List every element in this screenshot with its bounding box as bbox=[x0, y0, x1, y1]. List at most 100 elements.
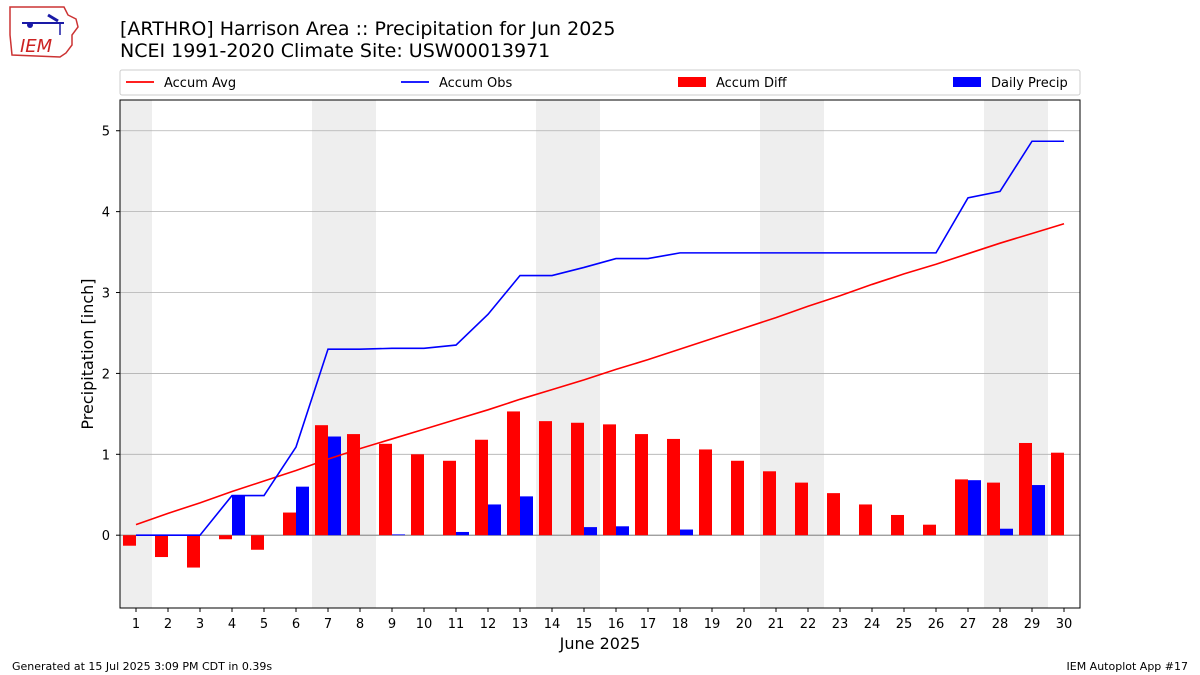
x-tick-label: 3 bbox=[196, 617, 204, 632]
x-tick-label: 11 bbox=[448, 617, 465, 632]
legend: Accum Avg Accum Obs Accum Diff Daily Precip bbox=[119, 69, 1081, 96]
x-tick-label: 17 bbox=[640, 617, 657, 632]
daily-precip-bar bbox=[680, 529, 693, 536]
x-tick-label: 19 bbox=[704, 617, 721, 632]
x-axis-label: June 2025 bbox=[559, 634, 641, 653]
accum-diff-bar bbox=[539, 421, 552, 536]
plot-frame bbox=[119, 99, 1081, 609]
accum-diff-bar bbox=[411, 454, 424, 536]
accum-diff-bar bbox=[315, 425, 328, 536]
accum-diff-bar bbox=[1051, 452, 1064, 536]
accum-diff-bar bbox=[251, 535, 264, 550]
accum-diff-bar bbox=[507, 411, 520, 536]
y-tick-label: 5 bbox=[102, 125, 110, 140]
weekend-shading bbox=[120, 100, 1048, 608]
accum-obs-line bbox=[136, 140, 1064, 536]
legend-swatch bbox=[953, 77, 981, 87]
x-tick-label: 2 bbox=[164, 617, 172, 632]
legend-label: Accum Obs bbox=[439, 76, 512, 91]
accum-diff-bar bbox=[763, 471, 776, 536]
x-tick-label: 28 bbox=[992, 617, 1009, 632]
daily-precip-bar bbox=[584, 527, 597, 536]
weekend-shade bbox=[120, 100, 152, 608]
legend-frame bbox=[119, 69, 1081, 96]
accum-diff-bar bbox=[891, 514, 904, 536]
x-tick-label: 9 bbox=[388, 617, 396, 632]
y-tick-label: 4 bbox=[102, 206, 110, 221]
accum-diff-bar bbox=[635, 434, 648, 536]
daily-precip-bar bbox=[328, 436, 341, 536]
x-tick-label: 8 bbox=[356, 617, 364, 632]
x-tick-label: 15 bbox=[576, 617, 593, 632]
x-tick-label: 23 bbox=[832, 617, 849, 632]
app-label: IEM Autoplot App #17 bbox=[1066, 660, 1189, 673]
x-tick-label: 26 bbox=[928, 617, 945, 632]
accum-diff-bar bbox=[123, 535, 136, 546]
daily-precip-bar bbox=[232, 495, 245, 536]
accum-diff-bar bbox=[955, 479, 968, 536]
accum-diff-bar bbox=[571, 422, 584, 536]
y-tick-label: 3 bbox=[102, 287, 110, 302]
x-tick-label: 27 bbox=[960, 617, 977, 632]
y-tick-label: 0 bbox=[102, 529, 110, 544]
x-tick-label: 7 bbox=[324, 617, 332, 632]
x-tick-label: 6 bbox=[292, 617, 300, 632]
daily-precip-bar bbox=[1032, 485, 1045, 536]
daily-precip-bar bbox=[488, 504, 501, 536]
x-tick-label: 18 bbox=[672, 617, 689, 632]
accum-diff-bar bbox=[731, 460, 744, 536]
x-tick-label: 22 bbox=[800, 617, 817, 632]
daily-precip-bar bbox=[520, 496, 533, 536]
daily-precip-bar bbox=[392, 534, 405, 536]
x-tick-label: 5 bbox=[260, 617, 268, 632]
x-tick-label: 25 bbox=[896, 617, 913, 632]
accum-diff-bar bbox=[987, 482, 1000, 536]
daily-precip-bar bbox=[296, 486, 309, 536]
accum-diff-bar bbox=[827, 493, 840, 536]
accum-diff-bar bbox=[475, 439, 488, 536]
lines bbox=[135, 140, 1065, 536]
accum-diff-bar bbox=[1019, 442, 1032, 536]
grid-lines bbox=[120, 130, 1080, 536]
accum-diff-bar bbox=[379, 443, 392, 536]
accum-diff-bar bbox=[859, 504, 872, 536]
daily-precip-bar bbox=[616, 526, 629, 536]
accum-diff-bar bbox=[443, 460, 456, 536]
accum-diff-bar bbox=[187, 535, 200, 568]
legend-label: Accum Avg bbox=[164, 76, 236, 91]
x-tick-label: 30 bbox=[1056, 617, 1073, 632]
y-axis-label: Precipitation [inch] bbox=[78, 278, 97, 429]
accum-diff-bar bbox=[699, 449, 712, 536]
accum-diff-bar bbox=[347, 434, 360, 536]
iem-logo: IEM bbox=[8, 5, 80, 59]
x-tick-label: 20 bbox=[736, 617, 753, 632]
chart-subtitle: NCEI 1991-2020 Climate Site: USW00013971 bbox=[120, 40, 551, 62]
x-tick-label: 24 bbox=[864, 617, 881, 632]
bars bbox=[123, 411, 1064, 568]
accum-diff-bar bbox=[283, 512, 296, 536]
y-tick-label: 2 bbox=[102, 367, 110, 382]
daily-precip-bar bbox=[456, 531, 469, 536]
legend-label: Daily Precip bbox=[991, 76, 1068, 91]
chart-title: [ARTHRO] Harrison Area :: Precipitation … bbox=[120, 18, 616, 40]
x-tick-label: 10 bbox=[416, 617, 433, 632]
y-tick-label: 1 bbox=[102, 448, 110, 463]
daily-precip-bar bbox=[968, 480, 981, 536]
x-tick-label: 16 bbox=[608, 617, 625, 632]
x-tick-label: 12 bbox=[480, 617, 497, 632]
generated-timestamp: Generated at 15 Jul 2025 3:09 PM CDT in … bbox=[12, 660, 273, 673]
accum-diff-bar bbox=[603, 424, 616, 536]
legend-label: Accum Diff bbox=[716, 76, 788, 91]
accum-diff-bar bbox=[155, 535, 168, 558]
x-tick-label: 14 bbox=[544, 617, 561, 632]
x-tick-label: 29 bbox=[1024, 617, 1041, 632]
x-tick-label: 1 bbox=[132, 617, 140, 632]
accum-diff-bar bbox=[923, 524, 936, 536]
accum-diff-bar bbox=[795, 482, 808, 536]
x-tick-label: 13 bbox=[512, 617, 529, 632]
svg-text:IEM: IEM bbox=[20, 36, 53, 57]
daily-precip-bar bbox=[1000, 528, 1013, 536]
x-tick-label: 21 bbox=[768, 617, 785, 632]
